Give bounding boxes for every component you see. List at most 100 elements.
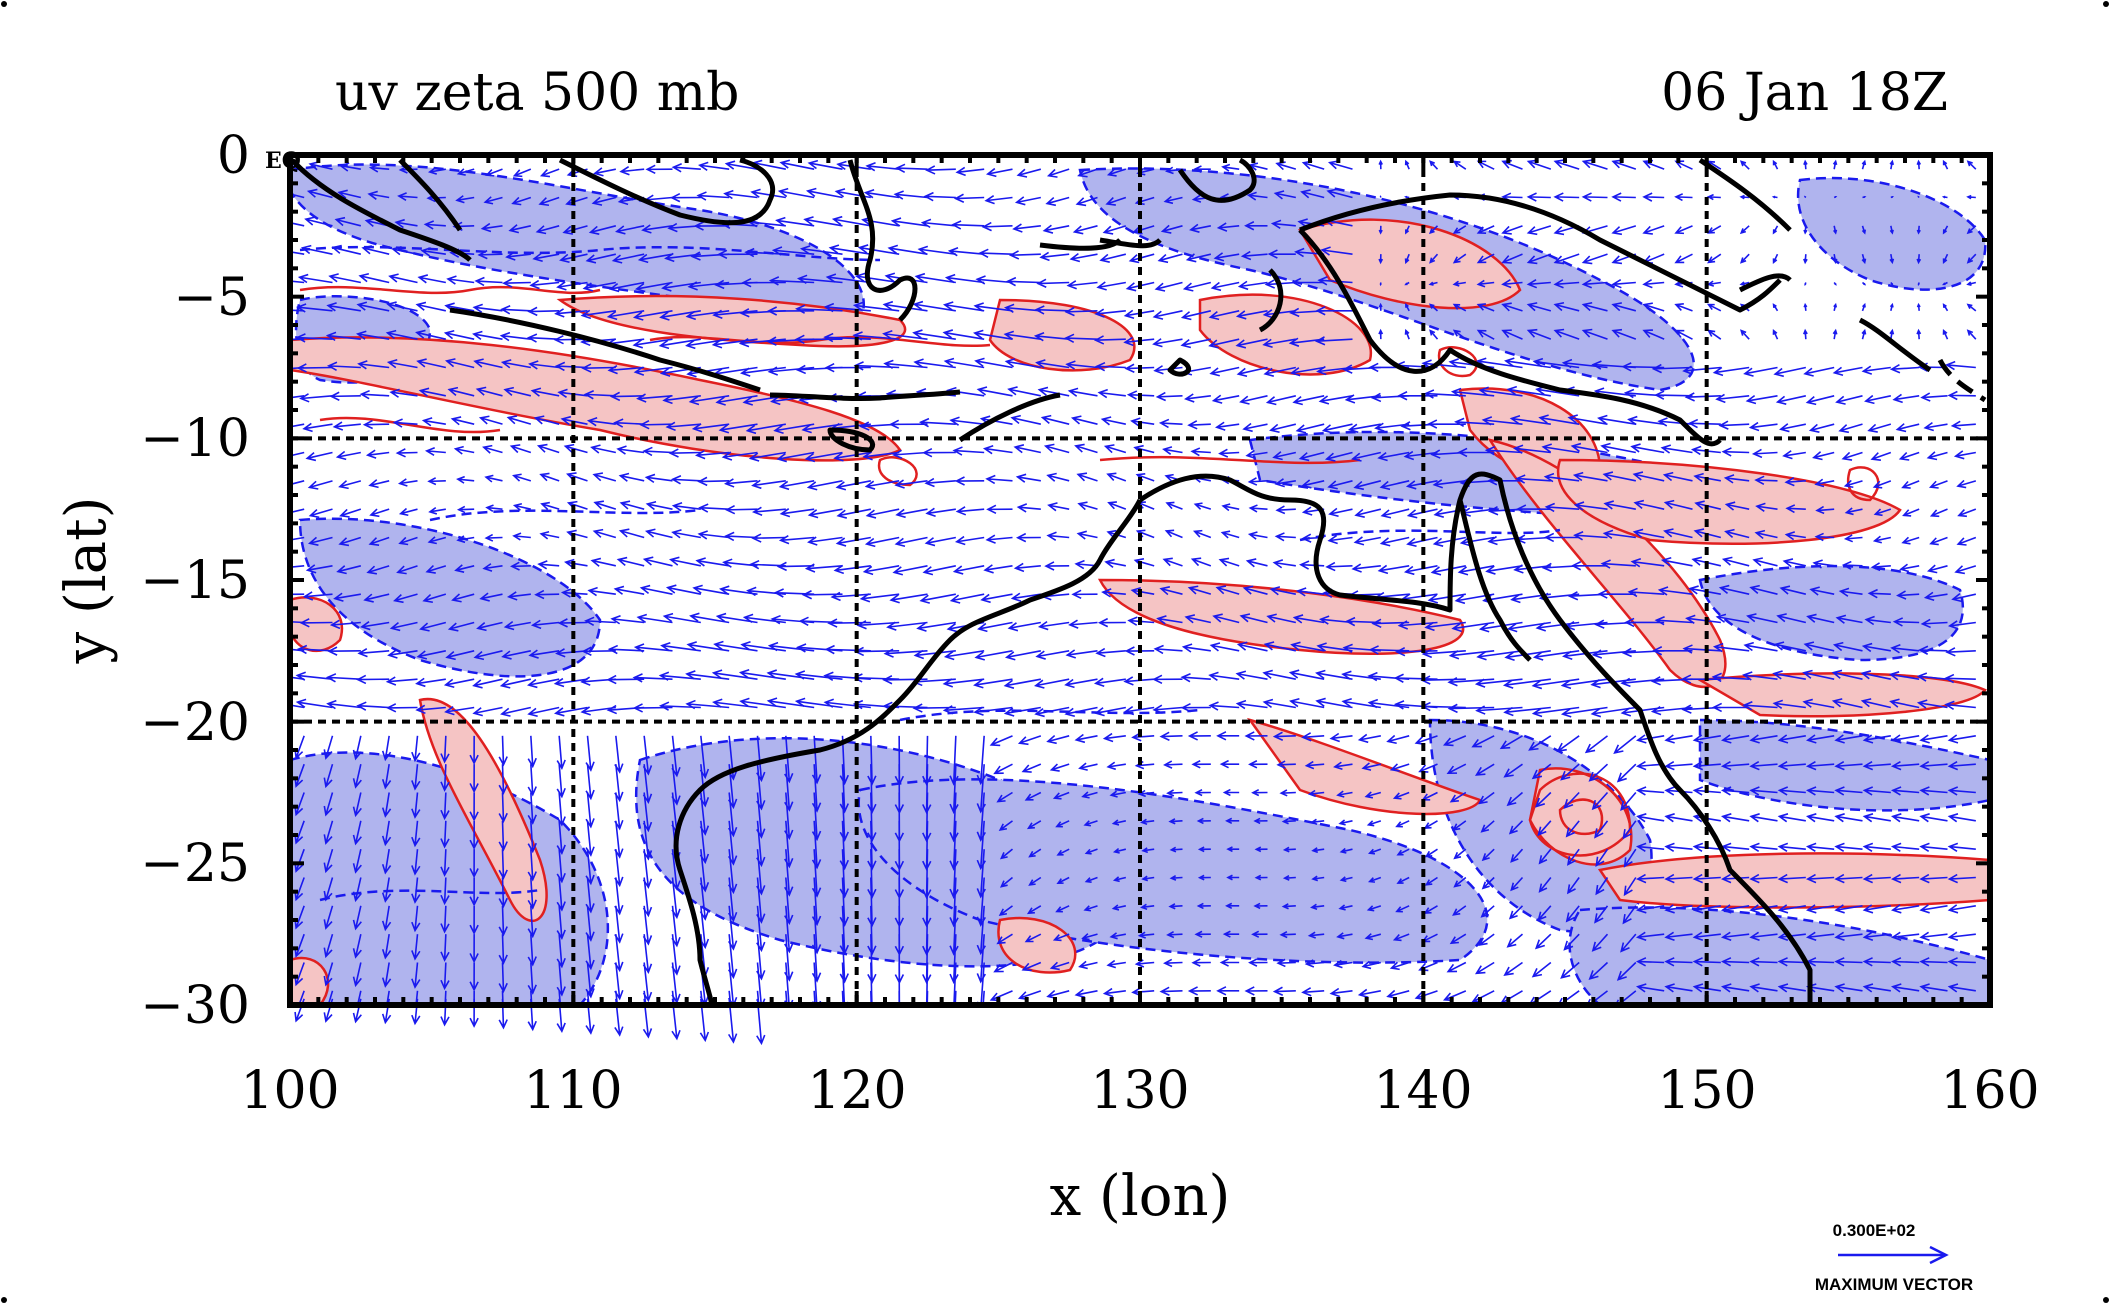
wind-vector	[485, 168, 503, 177]
wind-vector	[949, 593, 985, 604]
wind-vector	[1481, 416, 1523, 426]
wind-vector	[723, 189, 758, 200]
wind-vector	[1158, 418, 1183, 429]
wind-vector	[1065, 649, 1098, 659]
wind-vector	[424, 446, 446, 457]
wind-vector	[1017, 735, 1042, 746]
wind-vector	[1862, 904, 1891, 914]
wind-vector	[870, 990, 872, 1005]
wind-vector	[916, 621, 956, 632]
wind-vector	[456, 505, 475, 514]
wind-vector	[1276, 760, 1296, 769]
wind-vector	[1339, 876, 1353, 883]
wind-vector	[352, 735, 362, 761]
wind-vector	[1947, 786, 1976, 796]
wind-vector	[1772, 225, 1779, 235]
wind-vector	[1301, 987, 1325, 997]
wind-vector	[862, 565, 900, 576]
wind-vector	[1247, 477, 1268, 486]
wind-vector	[397, 192, 418, 202]
wind-vector	[1919, 873, 1948, 884]
wind-vector	[1543, 472, 1580, 483]
wind-vector	[859, 593, 900, 603]
wind-vector	[1134, 959, 1155, 968]
wind-vector	[1581, 301, 1608, 312]
wind-vector	[323, 848, 334, 874]
wind-vector	[1328, 507, 1353, 518]
wind-vector	[1898, 451, 1920, 461]
wind-vector	[533, 415, 560, 425]
wind-vector	[1028, 876, 1042, 886]
wind-vector	[924, 477, 956, 488]
wind-vector	[1159, 986, 1183, 996]
wind-vector	[767, 366, 815, 376]
equator-label: EQ	[265, 148, 301, 174]
wind-vector	[1581, 328, 1608, 340]
wind-vector	[1942, 159, 1949, 170]
wind-vector	[1155, 391, 1183, 402]
wind-vector	[1225, 902, 1240, 910]
wind-vector	[1389, 961, 1410, 971]
wind-vector	[1942, 303, 1949, 312]
wind-vector	[1069, 252, 1098, 263]
wind-vector	[1421, 359, 1466, 369]
wind-vector	[325, 673, 361, 683]
wind-vector	[1834, 873, 1863, 884]
wind-vector	[1692, 957, 1721, 967]
wind-vector	[835, 536, 871, 547]
wind-vector	[1838, 423, 1863, 434]
wind-vector	[338, 162, 361, 172]
wind-vector	[1007, 621, 1041, 632]
wind-vector	[556, 877, 566, 912]
wind-vector	[1064, 706, 1098, 718]
wind-vector	[1111, 904, 1127, 911]
wind-vector	[632, 310, 673, 321]
wind-vector	[1567, 414, 1608, 425]
wind-vector	[949, 877, 959, 928]
wind-vector	[641, 224, 673, 234]
wind-vector	[1366, 905, 1382, 912]
wind-vector	[1503, 961, 1523, 976]
wind-vector	[1862, 786, 1891, 796]
wind-vector	[1239, 613, 1268, 624]
wind-vector	[1543, 532, 1580, 543]
wind-vector	[417, 274, 446, 284]
wind-vector	[1364, 791, 1382, 799]
wind-vector	[1378, 159, 1383, 170]
wind-vector	[1209, 366, 1240, 377]
wind-vector	[1185, 253, 1212, 263]
wind-vector	[1721, 904, 1750, 914]
wind-vector	[1347, 423, 1381, 433]
wind-vector	[1034, 678, 1070, 689]
wind-vector	[1834, 786, 1863, 796]
wind-vector	[1772, 670, 1806, 680]
wind-vector	[556, 735, 566, 771]
wind-vector	[693, 221, 730, 231]
wind-vector	[993, 961, 1013, 973]
wind-vector	[415, 301, 447, 312]
wind-vector	[1890, 873, 1920, 884]
wind-vector	[475, 386, 503, 397]
wind-vector	[338, 536, 362, 547]
wind-vector	[1538, 877, 1552, 893]
y-tick-label: −5	[173, 268, 250, 328]
wind-vector	[974, 650, 1013, 661]
wind-vector	[751, 533, 786, 543]
wind-vector	[323, 905, 334, 930]
wind-vector	[1613, 735, 1637, 755]
wind-vector	[1920, 392, 1948, 402]
wind-vector	[1212, 613, 1240, 624]
wind-vector	[1706, 303, 1722, 312]
wind-vector	[1106, 168, 1127, 177]
wind-vector	[689, 612, 730, 624]
wind-vector	[398, 507, 418, 517]
wind-vector	[1597, 414, 1636, 425]
wind-vector	[1043, 443, 1070, 454]
wind-vector	[1077, 168, 1098, 178]
wind-vector	[1942, 253, 1949, 265]
wind-vector	[416, 358, 447, 369]
wind-vector	[415, 677, 446, 688]
wind-vector	[1014, 196, 1041, 206]
wind-vector	[973, 706, 1013, 716]
wind-vector	[1832, 641, 1863, 652]
